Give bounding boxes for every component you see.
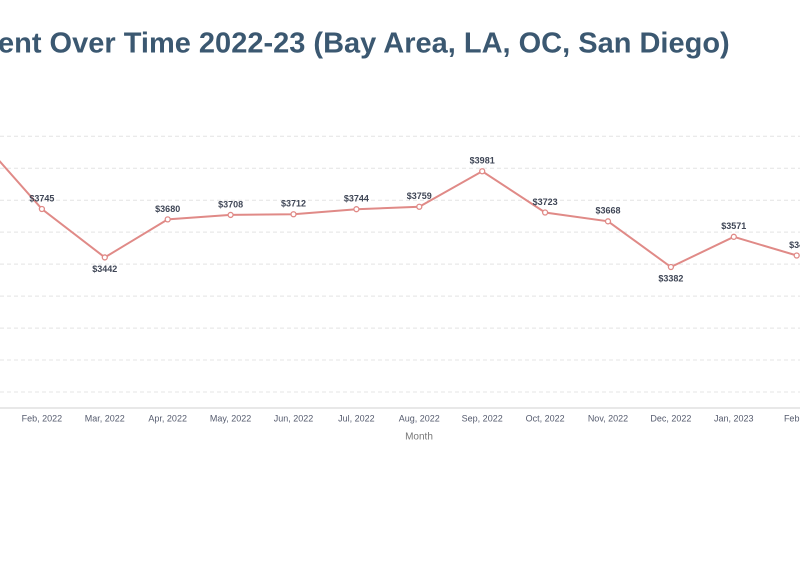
line bbox=[0, 160, 797, 269]
value-label: $3668 bbox=[595, 206, 620, 216]
point bbox=[227, 211, 234, 219]
x-axis-title: Month bbox=[405, 432, 433, 443]
point bbox=[479, 168, 486, 175]
x-tick-label: Aug, 2022 bbox=[399, 413, 440, 423]
point bbox=[541, 209, 549, 216]
point bbox=[730, 233, 737, 240]
value-label: $3759 bbox=[407, 191, 432, 201]
x-tick-label: Oct, 2022 bbox=[526, 413, 565, 423]
x-tick-label: Feb, 2 bbox=[784, 413, 800, 423]
x-tick-label: Jan, 2023 bbox=[714, 413, 754, 423]
chart-title: ent Over Time 2022-23 (Bay Area, LA, OC,… bbox=[0, 28, 730, 60]
value-label: $3382 bbox=[658, 273, 683, 283]
x-tick-label: Dec, 2022 bbox=[650, 413, 691, 423]
point bbox=[353, 206, 360, 213]
value-label: $3708 bbox=[218, 199, 243, 209]
point bbox=[101, 254, 108, 261]
x-tick-label: Jun, 2022 bbox=[274, 413, 314, 423]
point bbox=[38, 205, 46, 213]
point bbox=[793, 252, 800, 259]
x-tick-label: Feb, 2022 bbox=[22, 413, 63, 423]
value-label: $3571 bbox=[721, 221, 746, 231]
x-tick-label: Mar, 2022 bbox=[85, 413, 125, 423]
value-label: $3744 bbox=[344, 194, 369, 204]
value-label: $3745 bbox=[29, 193, 54, 203]
value-label: $3981 bbox=[470, 156, 495, 166]
point bbox=[164, 216, 171, 223]
value-label: $3712 bbox=[281, 199, 306, 209]
point bbox=[604, 218, 612, 225]
point bbox=[290, 211, 297, 218]
value-label: $34 bbox=[789, 240, 800, 250]
x-tick-label: Nov, 2022 bbox=[588, 413, 628, 423]
x-tick-label: Jul, 2022 bbox=[338, 413, 375, 423]
value-label: $3442 bbox=[92, 264, 117, 274]
point bbox=[416, 203, 423, 210]
x-tick-label: May, 2022 bbox=[210, 413, 251, 423]
x-tick-label: Apr, 2022 bbox=[148, 413, 187, 423]
value-label: $3680 bbox=[155, 204, 180, 214]
point bbox=[667, 263, 675, 271]
value-label: $3723 bbox=[533, 197, 558, 207]
x-tick-label: Sep, 2022 bbox=[462, 413, 503, 423]
